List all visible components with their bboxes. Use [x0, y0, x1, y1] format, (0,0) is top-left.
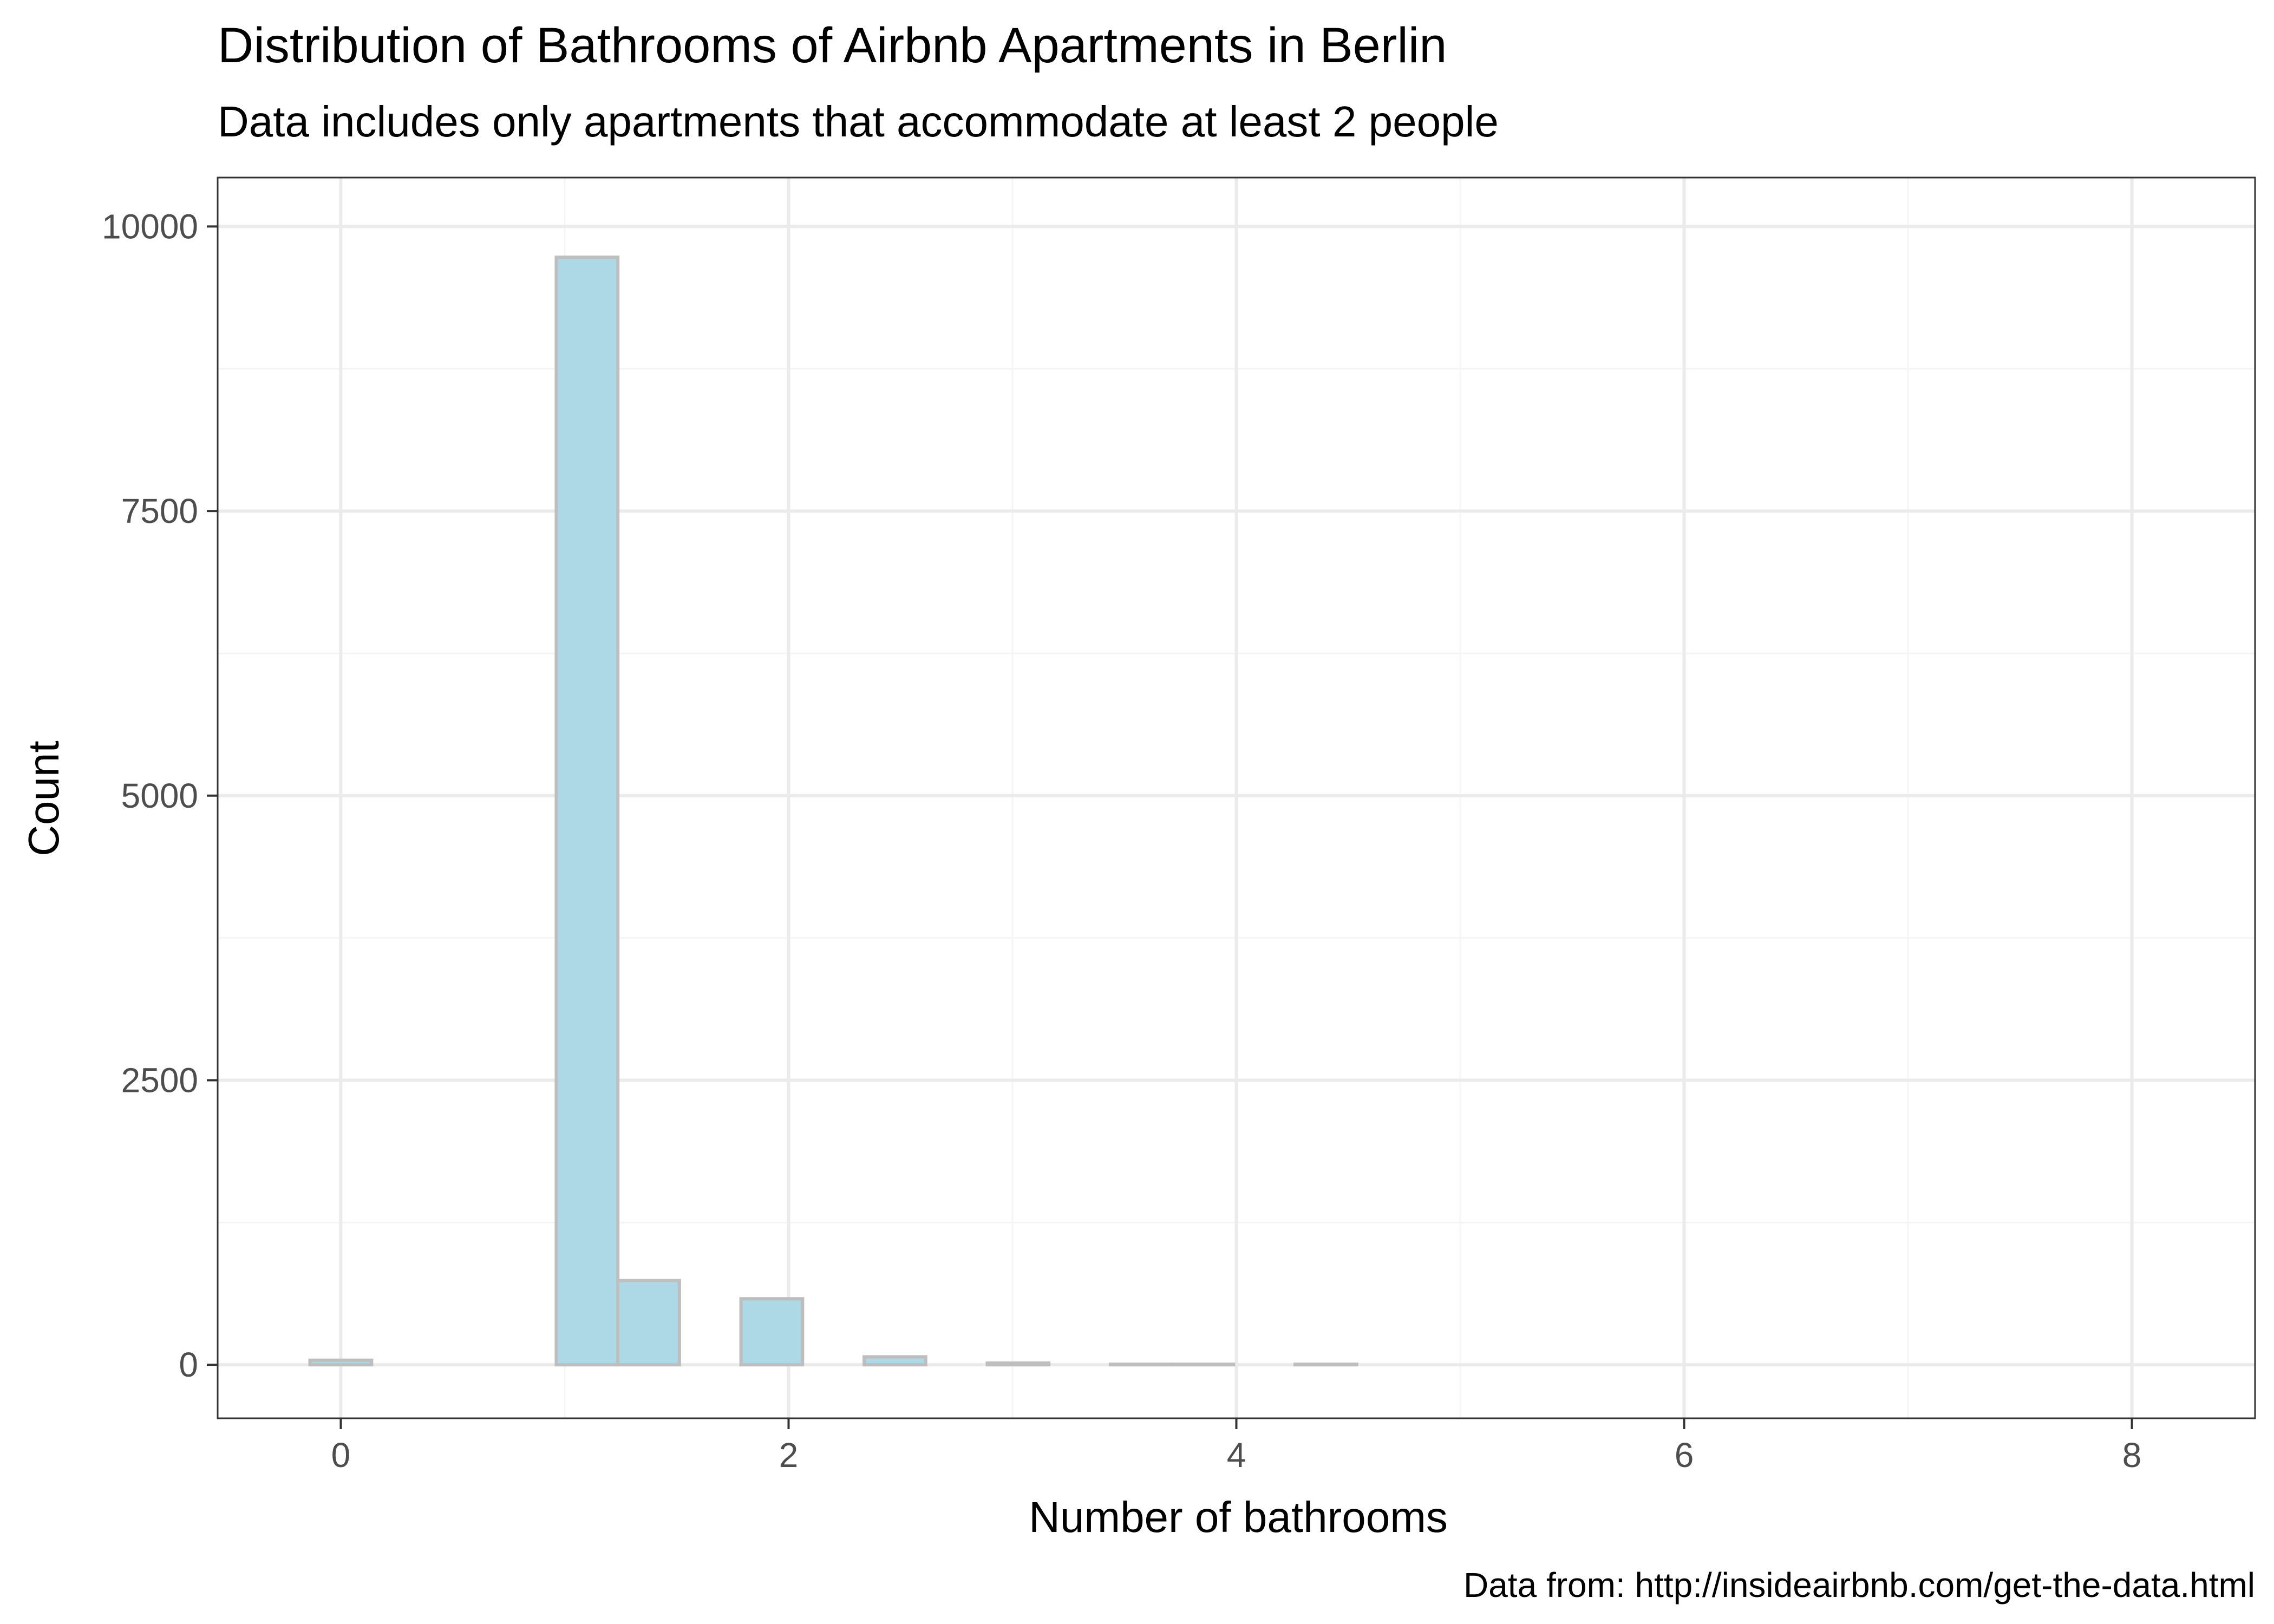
chart-caption: Data from: http://insideairbnb.com/get-t…: [1463, 1566, 2255, 1605]
histogram-bar: [985, 1361, 1051, 1367]
y-tick-label: 10000: [102, 207, 198, 246]
x-tick-label: 6: [1675, 1436, 1694, 1475]
histogram-bar: [862, 1355, 927, 1367]
chart-title: Distribution of Bathrooms of Airbnb Apar…: [218, 18, 1447, 73]
histogram-bar: [1108, 1363, 1174, 1367]
histogram-bar: [739, 1297, 805, 1367]
histogram-bars: [308, 256, 1358, 1367]
x-axis: 0 2 4 6 8: [331, 1418, 2142, 1475]
plot-panel: [217, 176, 2256, 1419]
x-tick-label: 4: [1227, 1436, 1246, 1475]
chart-subtitle: Data includes only apartments that accom…: [218, 97, 1499, 146]
x-axis-title: Number of bathrooms: [1029, 1493, 1448, 1541]
histogram-bar: [1170, 1363, 1236, 1367]
histogram-bar: [308, 1358, 374, 1367]
x-tick-label: 2: [779, 1436, 799, 1475]
y-axis: 0 2500 5000 7500 10000: [102, 207, 218, 1384]
y-tick-label: 0: [179, 1345, 198, 1384]
histogram-bar: [1293, 1363, 1358, 1367]
y-tick-label: 7500: [121, 492, 198, 531]
x-tick-label: 8: [2122, 1436, 2142, 1475]
histogram-bar: [616, 1279, 681, 1367]
histogram-bar: [554, 256, 620, 1367]
x-tick-label: 0: [331, 1436, 351, 1475]
y-tick-label: 2500: [121, 1060, 198, 1099]
y-tick-label: 5000: [121, 776, 198, 815]
y-axis-title: Count: [19, 741, 68, 856]
